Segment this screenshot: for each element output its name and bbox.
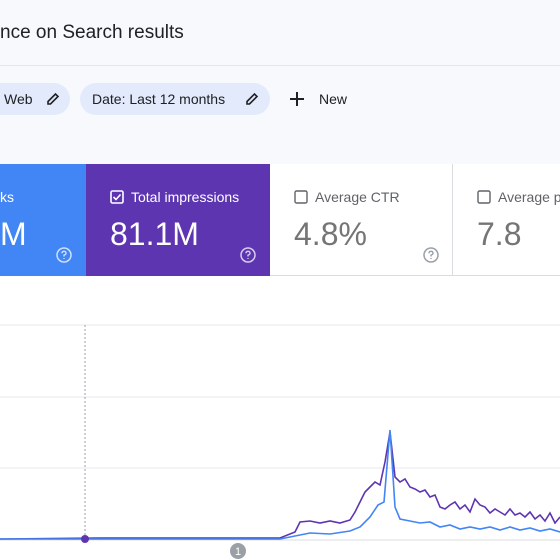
edit-icon [47, 92, 60, 105]
metric-label: Total impressions [131, 189, 240, 205]
metric-label: Average CTR [315, 189, 400, 205]
metric-card[interactable]: Average po 7.8 [453, 164, 560, 276]
filter-chip[interactable]: Date: Last 12 months [80, 83, 270, 115]
checkbox [294, 190, 308, 204]
metric-value: 7.8 [477, 216, 522, 252]
metric-label: Average po [498, 189, 560, 205]
new-label: New [319, 91, 348, 107]
annotation-marker[interactable] [230, 543, 246, 559]
chip-label: Date: Last 12 months [92, 91, 226, 107]
performance-chart: 1 [0, 324, 560, 559]
impressions-line [0, 431, 560, 540]
checkbox [477, 190, 491, 204]
metric-card[interactable]: ks M [0, 164, 86, 276]
chip-label: Web [4, 91, 33, 107]
header: nce on Search results [0, 0, 560, 66]
filter-bar [0, 66, 560, 164]
plus-icon [290, 92, 304, 106]
help-icon [240, 247, 256, 263]
checkbox [110, 190, 124, 204]
help-icon [56, 247, 72, 263]
date-marker-dot [81, 535, 89, 543]
metric-value: 4.8% [294, 216, 367, 252]
metric-card[interactable]: Average CTR 4.8% [270, 164, 453, 276]
help-icon [423, 247, 439, 263]
metric-card[interactable]: Total impressions 81.1M [86, 164, 270, 276]
metric-value: M [0, 216, 27, 252]
metric-value: 81.1M [110, 216, 199, 252]
annotation-label: 1 [235, 546, 241, 558]
metric-label: ks [0, 189, 14, 205]
page-title: nce on Search results [0, 22, 184, 43]
filter-chip[interactable]: Web [0, 83, 70, 115]
edit-icon [246, 92, 259, 105]
clicks-line [0, 429, 560, 540]
